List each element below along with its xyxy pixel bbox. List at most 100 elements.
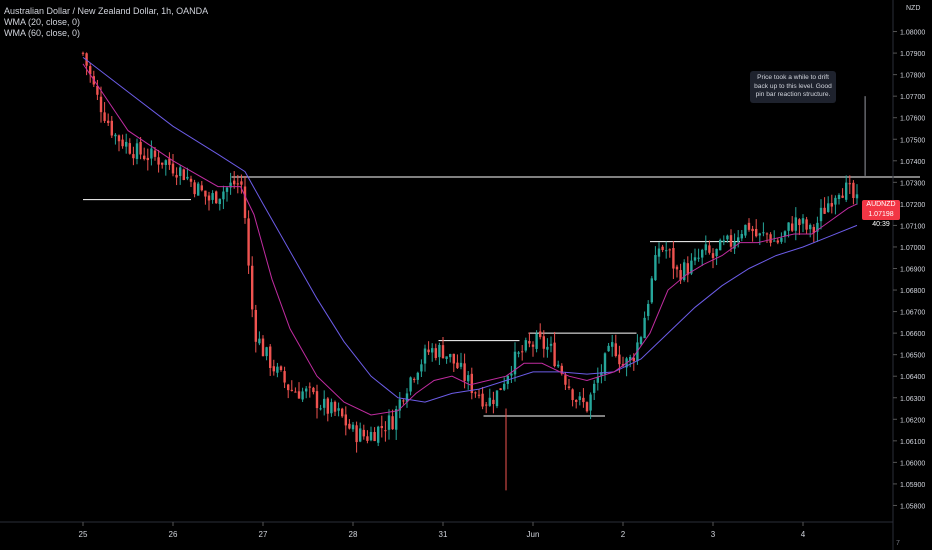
candle-body [283,371,286,383]
price-tick-label: 1.07400 [900,159,925,166]
candle-body [315,391,319,409]
candle-body [265,347,268,357]
candle-body [679,270,682,281]
candle-body [474,392,477,394]
candle-body [449,354,452,358]
price-tick-label: 1.07500 [900,137,925,144]
candle-body [611,342,614,347]
candle-body [495,390,499,407]
candle-body [801,218,805,224]
candle-body [387,415,391,430]
candle-body [596,377,599,383]
candle-body [391,416,394,430]
candle-body [650,278,653,303]
price-tick-label: 1.06300 [900,396,925,403]
candle-body [827,203,830,212]
candle-body [218,198,221,205]
candle-body [135,143,139,159]
candle-body [855,194,859,199]
candle-body [524,340,527,351]
moving-averages [82,57,858,416]
candle-body [269,346,272,368]
candle-body [103,112,106,121]
candle-body [351,424,355,430]
candle-body [308,386,311,388]
price-tick-label: 1.05800 [900,503,925,510]
candle-body [186,176,189,179]
candle-body [521,351,524,353]
candle-body [690,260,693,274]
wma60-legend[interactable]: WMA (60, close, 0) [4,28,81,38]
candle-body [362,429,365,437]
candle-body [157,157,160,165]
candle-body [675,266,679,270]
candle-body [618,354,621,365]
candle-body [423,348,427,364]
candle-body [726,235,729,240]
candle-body [755,228,758,237]
candle-body [416,372,419,380]
candle-body [287,384,290,391]
candle-body [837,194,841,200]
symbol-title[interactable]: Australian Dollar / New Zealand Dollar, … [4,6,209,16]
wma20-line[interactable] [82,63,858,416]
candle-body [477,394,481,396]
price-tick-label: 1.06800 [900,288,925,295]
price-tick-label: 1.07200 [900,202,925,209]
candle-body [510,373,513,376]
candle-body [762,232,765,234]
candle-body [686,263,689,275]
candle-body [279,366,283,371]
candle-body [571,389,574,401]
candle-body [243,186,247,218]
candle-body [413,378,416,380]
candle-body [805,219,808,230]
price-tick-label: 1.07100 [900,223,925,230]
candle-body [632,357,635,362]
candle-body [783,231,787,237]
price-tick-label: 1.06400 [900,374,925,381]
candle-body [582,397,585,403]
candle-body [377,426,380,443]
candle-body [312,387,315,393]
candle-body [427,349,430,353]
candle-body [431,348,434,353]
candle-body [503,383,506,390]
candle-body [233,180,236,185]
candle-body [171,163,175,174]
candle-body [575,400,578,402]
price-tick-label: 1.05900 [900,482,925,489]
candle-body [794,217,797,231]
candle-body [704,244,707,251]
wma60-line[interactable] [82,57,858,403]
candle-body [603,353,607,375]
candle-body [549,343,553,346]
bar-countdown: 40:39 [872,221,890,228]
candle-body [143,155,146,160]
candle-body [222,191,225,200]
wma20-legend[interactable]: WMA (20, close, 0) [4,17,81,27]
candle-body [737,237,740,242]
price-axis[interactable]: 1.05800 1.05900 1.06000 1.06100 1.06200 1.063… [893,30,925,511]
candle-body [420,364,423,372]
candle-body [701,249,704,258]
time-axis[interactable]: 25 26 27 28 31 Jun 2 3 4 [79,522,806,539]
candle-body [359,428,362,442]
candle-body [225,187,229,192]
candle-body [733,241,736,249]
candle-body [290,389,293,391]
candle-body [647,303,650,316]
candle-body [481,393,484,407]
candle-body [254,309,257,342]
time-tick-label: 3 [711,530,716,539]
candle-body [272,366,275,372]
time-tick-label: 25 [79,530,88,539]
candle-body [823,207,826,214]
annotation-callout[interactable]: Price took a while to drift back up to t… [750,71,836,103]
candle-body [326,398,329,414]
candle-body [81,52,85,54]
candle-body [729,235,733,247]
axis-settings-label[interactable]: 7 [896,540,900,547]
candle-body [719,239,722,251]
price-tick-label: 1.06200 [900,417,925,424]
